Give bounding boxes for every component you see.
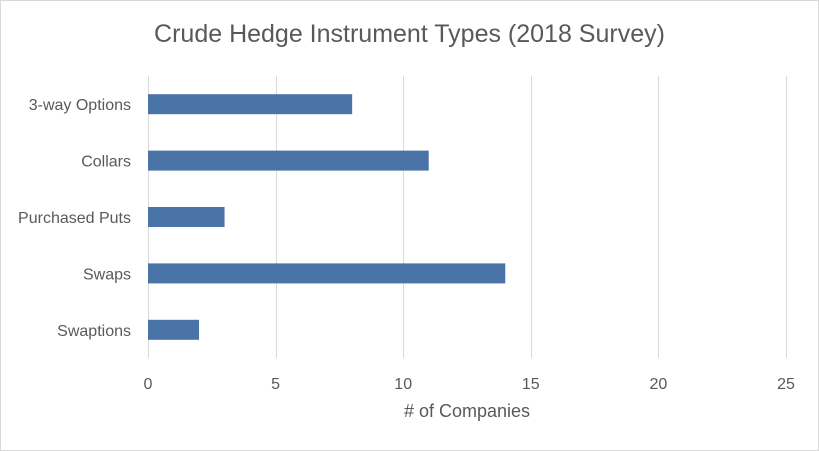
bar-swaps xyxy=(148,263,506,284)
category-labels: 3-way Options Collars Purchased Puts Swaps S… xyxy=(18,97,131,340)
bar-swaptions xyxy=(148,319,200,340)
x-tick-label: 25 xyxy=(777,376,795,393)
x-tick-label: 15 xyxy=(522,376,540,393)
category-label: Swaptions xyxy=(57,323,131,340)
bar-purchased-puts xyxy=(148,207,225,227)
x-tick-label: 0 xyxy=(144,376,153,393)
x-tick-labels: 0 5 10 15 20 25 xyxy=(144,376,795,393)
category-label: Collars xyxy=(81,154,131,171)
bars xyxy=(148,94,506,340)
bar-collars xyxy=(148,150,429,171)
category-label: Purchased Puts xyxy=(18,210,131,227)
x-tick-label: 5 xyxy=(271,376,280,393)
x-axis-title: # of Companies xyxy=(403,401,531,421)
x-tick-label: 10 xyxy=(394,376,412,393)
chart-title: Crude Hedge Instrument Types (2018 Surve… xyxy=(154,20,665,48)
category-label: Swaps xyxy=(83,266,131,283)
x-tick-label: 20 xyxy=(650,376,668,393)
bar-3-way-options xyxy=(148,94,353,115)
gridlines xyxy=(148,76,787,358)
category-label: 3-way Options xyxy=(29,97,131,114)
